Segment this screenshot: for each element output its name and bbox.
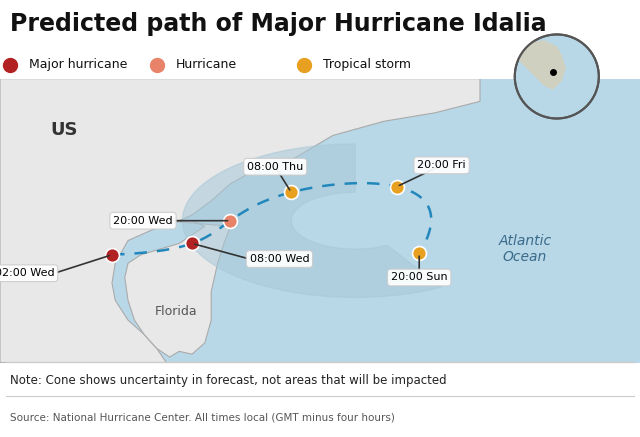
Text: 08:00 Thu: 08:00 Thu	[247, 162, 303, 172]
Text: 20:00 Sun: 20:00 Sun	[391, 273, 447, 282]
Text: Atlantic
Ocean: Atlantic Ocean	[498, 234, 552, 264]
Text: 20:00 Fri: 20:00 Fri	[417, 160, 466, 170]
Text: Note: Cone shows uncertainty in forecast, not areas that will be impacted: Note: Cone shows uncertainty in forecast…	[10, 374, 446, 387]
Text: Major hurricane: Major hurricane	[29, 58, 127, 71]
Text: Florida: Florida	[155, 305, 197, 318]
Text: Source: National Hurricane Center. All times local (GMT minus four hours): Source: National Hurricane Center. All t…	[10, 413, 394, 422]
Text: Tropical storm: Tropical storm	[323, 58, 412, 71]
Polygon shape	[519, 41, 565, 89]
Circle shape	[515, 35, 599, 118]
PathPatch shape	[125, 221, 230, 357]
Text: US: US	[51, 121, 77, 139]
Polygon shape	[182, 144, 442, 297]
PathPatch shape	[0, 79, 480, 363]
Text: Hurricane: Hurricane	[176, 58, 237, 71]
Text: 20:00 Wed: 20:00 Wed	[113, 216, 173, 225]
Text: 08:00 Wed: 08:00 Wed	[250, 254, 309, 264]
Text: 02:00 Wed: 02:00 Wed	[0, 268, 54, 278]
Text: BBC: BBC	[584, 411, 619, 426]
Text: Predicted path of Major Hurricane Idalia: Predicted path of Major Hurricane Idalia	[10, 12, 546, 36]
